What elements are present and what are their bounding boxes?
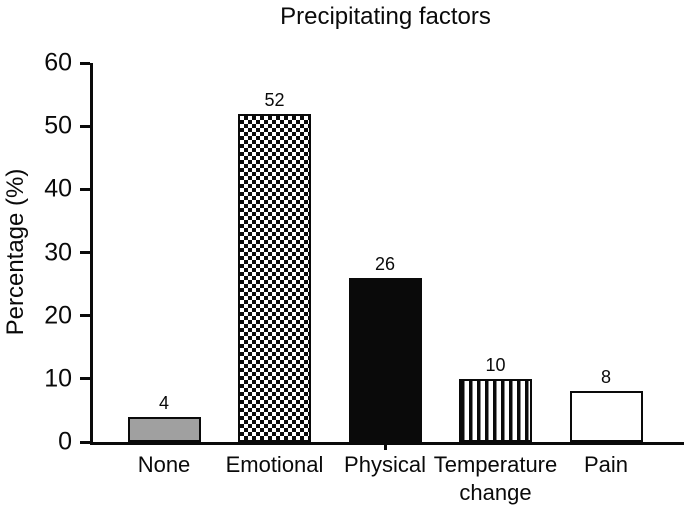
x-category-label-physical: Physical bbox=[344, 452, 426, 477]
y-tick bbox=[80, 440, 90, 444]
y-tick bbox=[80, 314, 90, 318]
y-tick-label: 50 bbox=[44, 111, 72, 140]
y-tick-label: 30 bbox=[44, 238, 72, 266]
x-category-label-temperature-change: Temperature change bbox=[433, 452, 558, 505]
bar-value-label-pain: 8 bbox=[600, 367, 611, 387]
y-tick bbox=[80, 61, 90, 65]
bar-temperature-change bbox=[459, 379, 532, 442]
y-tick-label: 40 bbox=[44, 174, 72, 203]
bar-emotional bbox=[238, 114, 311, 442]
bar-none bbox=[127, 417, 201, 442]
y-tick bbox=[80, 187, 90, 191]
x-category-label-pain: Pain bbox=[583, 452, 629, 477]
bar-pain bbox=[569, 391, 643, 442]
y-tick-label: 20 bbox=[44, 301, 72, 330]
bar-value-label-none: 4 bbox=[158, 393, 169, 413]
x-category-label-emotional: Emotional bbox=[225, 452, 324, 477]
y-tick bbox=[80, 377, 90, 381]
plot-area: 4 52 26 10 8 bbox=[90, 63, 684, 445]
y-tick-label: 10 bbox=[44, 364, 72, 393]
bar-value-label-emotional: 52 bbox=[264, 90, 285, 110]
x-axis-tick bbox=[384, 445, 387, 450]
chart-title: Precipitating factors bbox=[280, 3, 491, 30]
bar-value-label-physical: 26 bbox=[374, 254, 396, 274]
bar-physical bbox=[348, 278, 422, 442]
x-category-label-none: None bbox=[137, 452, 191, 477]
y-tick-label: 60 bbox=[44, 48, 72, 77]
y-tick bbox=[80, 251, 90, 254]
bar-value-label-temperature-change: 10 bbox=[485, 355, 506, 375]
y-tick bbox=[80, 124, 90, 128]
y-tick-label: 0 bbox=[58, 427, 72, 456]
